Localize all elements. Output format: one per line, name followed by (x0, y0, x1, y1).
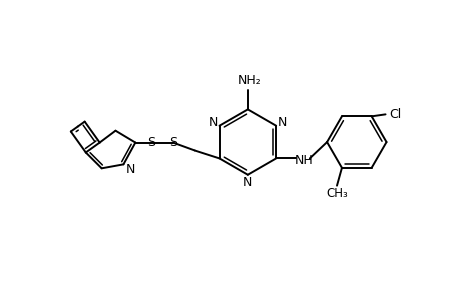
Text: CH₃: CH₃ (325, 187, 347, 200)
Text: N: N (277, 116, 287, 128)
Text: N: N (125, 163, 135, 176)
Text: N: N (243, 176, 252, 189)
Text: NH₂: NH₂ (237, 74, 261, 87)
Text: Cl: Cl (388, 108, 401, 121)
Text: S: S (147, 136, 155, 149)
Text: NH: NH (294, 154, 313, 167)
Text: N: N (208, 116, 217, 128)
Text: S: S (168, 136, 177, 149)
